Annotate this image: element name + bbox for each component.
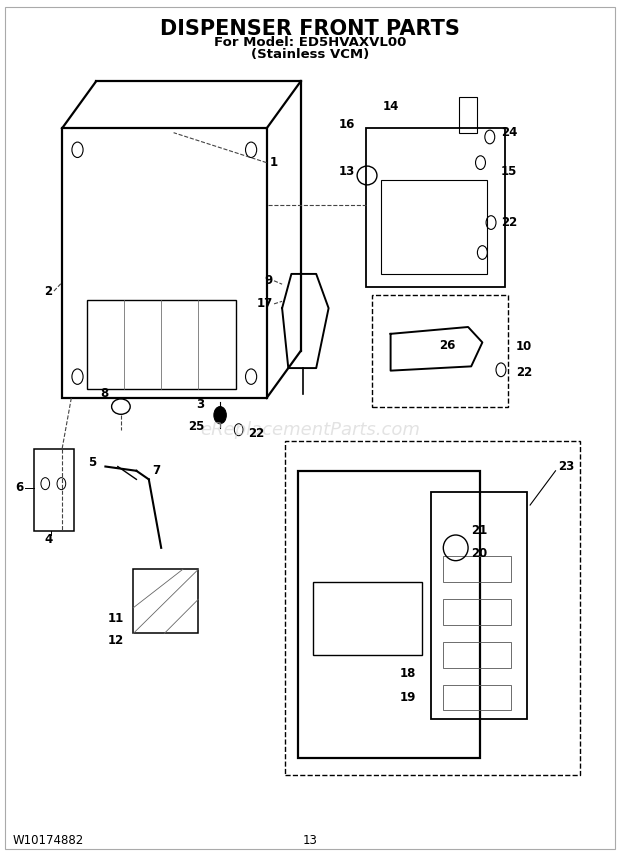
Text: 10: 10: [516, 340, 532, 354]
Text: 9: 9: [265, 274, 273, 288]
Bar: [381, 180, 487, 274]
Text: 7: 7: [152, 464, 160, 478]
Text: 8: 8: [100, 387, 108, 401]
Text: 23: 23: [558, 460, 574, 473]
Text: 22: 22: [516, 366, 532, 379]
Text: 1: 1: [270, 156, 278, 169]
Bar: [443, 642, 511, 668]
Circle shape: [214, 407, 226, 424]
Text: W10174882: W10174882: [12, 834, 84, 847]
Text: 12: 12: [108, 633, 124, 647]
Text: 24: 24: [501, 126, 517, 140]
Text: (Stainless VCM): (Stainless VCM): [251, 48, 369, 62]
Text: eReplacementParts.com: eReplacementParts.com: [200, 420, 420, 439]
Bar: [459, 97, 477, 133]
Text: 2: 2: [45, 284, 53, 298]
Text: 21: 21: [471, 524, 487, 538]
Text: 13: 13: [339, 164, 355, 178]
Bar: [133, 569, 198, 633]
Bar: [443, 685, 511, 710]
Bar: [431, 492, 527, 719]
Text: 6: 6: [16, 481, 24, 495]
Text: 4: 4: [45, 532, 53, 546]
Bar: [372, 295, 508, 407]
Text: 19: 19: [400, 691, 416, 704]
Bar: [366, 128, 505, 287]
Text: 20: 20: [471, 547, 487, 561]
Bar: [62, 128, 267, 398]
Text: 22: 22: [248, 426, 264, 440]
Text: DISPENSER FRONT PARTS: DISPENSER FRONT PARTS: [160, 19, 460, 39]
Text: 5: 5: [88, 455, 96, 469]
Text: 26: 26: [440, 339, 456, 353]
Text: For Model: ED5HVAXVL00: For Model: ED5HVAXVL00: [214, 36, 406, 50]
Text: 14: 14: [383, 100, 399, 114]
Bar: [313, 582, 422, 655]
Bar: [285, 441, 580, 775]
Text: 25: 25: [188, 419, 205, 433]
Text: 15: 15: [501, 164, 517, 178]
Text: 16: 16: [339, 117, 355, 131]
Text: 3: 3: [197, 397, 205, 411]
Text: 13: 13: [303, 834, 317, 847]
Text: 22: 22: [501, 216, 517, 229]
Bar: [34, 449, 74, 531]
Bar: [443, 599, 511, 625]
Text: 18: 18: [400, 667, 416, 681]
Bar: [298, 471, 480, 758]
Bar: [87, 300, 236, 389]
Text: 17: 17: [257, 297, 273, 311]
Bar: [443, 556, 511, 582]
Text: 11: 11: [108, 611, 124, 625]
